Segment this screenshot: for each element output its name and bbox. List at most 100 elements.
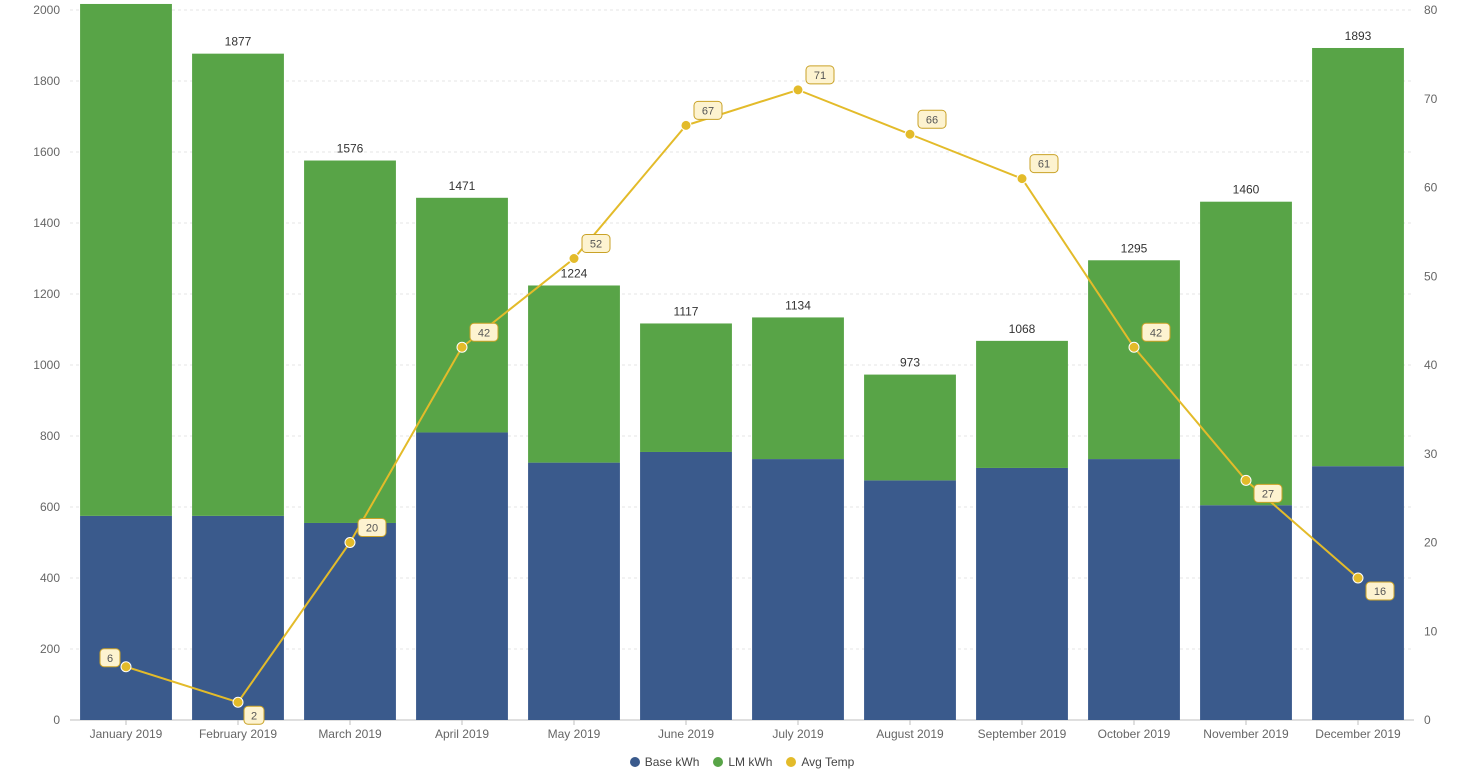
y-left-tick: 200 — [40, 642, 60, 656]
avg-temp-marker[interactable] — [345, 538, 355, 548]
y-right-tick: 10 — [1424, 624, 1438, 638]
y-left-tick: 800 — [40, 429, 60, 443]
bar-base-kwh[interactable] — [192, 516, 284, 720]
avg-temp-marker[interactable] — [905, 129, 915, 139]
chart-legend: Base kWh LM kWh Avg Temp — [0, 755, 1484, 769]
y-left-tick: 400 — [40, 571, 60, 585]
bar-total-label: 1471 — [449, 179, 476, 193]
avg-temp-label: 71 — [814, 70, 826, 82]
energy-chart: 0 200 400 600 800 1000 1200 1400 1600 1800 2000 0 10… — [0, 0, 1484, 775]
bar-total-label: 1877 — [225, 35, 252, 49]
y-left-tick: 1400 — [33, 216, 60, 230]
avg-temp-marker[interactable] — [681, 120, 691, 130]
legend-item-base[interactable]: Base kWh — [630, 755, 700, 769]
y-right-tick: 60 — [1424, 181, 1438, 195]
bar-total-label: 1134 — [785, 298, 811, 312]
y-left-tick: 1200 — [33, 287, 60, 301]
bar-lm-kwh[interactable] — [1200, 202, 1292, 506]
bar-lm-kwh[interactable] — [752, 317, 844, 459]
avg-temp-label: 27 — [1262, 488, 1274, 500]
x-tick-label: March 2019 — [318, 727, 382, 741]
bar-base-kwh[interactable] — [1200, 505, 1292, 720]
y-left-tick: 1000 — [33, 358, 60, 372]
y-right-tick: 40 — [1424, 358, 1438, 372]
bar-base-kwh[interactable] — [528, 463, 620, 720]
y-right-tick: 50 — [1424, 269, 1438, 283]
avg-temp-marker[interactable] — [1241, 475, 1251, 485]
bar-lm-kwh[interactable] — [640, 323, 732, 452]
bar-base-kwh[interactable] — [304, 523, 396, 720]
y-right-tick: 80 — [1424, 3, 1438, 17]
avg-temp-marker[interactable] — [121, 662, 131, 672]
avg-temp-label: 16 — [1374, 586, 1386, 598]
bar-base-kwh[interactable] — [640, 452, 732, 720]
x-tick-label: September 2019 — [978, 727, 1067, 741]
legend-swatch-base — [630, 757, 640, 767]
avg-temp-marker[interactable] — [1017, 174, 1027, 184]
avg-temp-label: 61 — [1038, 159, 1050, 171]
x-tick-label: October 2019 — [1098, 727, 1171, 741]
y-left-tick: 2000 — [33, 3, 60, 17]
bar-lm-kwh[interactable] — [864, 375, 956, 481]
y-left-tick: 1600 — [33, 145, 60, 159]
avg-temp-marker[interactable] — [233, 697, 243, 707]
bar-lm-kwh[interactable] — [1088, 260, 1180, 459]
bar-total-label: 1224 — [561, 266, 588, 280]
bar-base-kwh[interactable] — [1088, 459, 1180, 720]
x-tick-label: April 2019 — [435, 727, 489, 741]
avg-temp-marker[interactable] — [569, 254, 579, 264]
x-tick-label: February 2019 — [199, 727, 277, 741]
legend-item-lm[interactable]: LM kWh — [713, 755, 772, 769]
bar-base-kwh[interactable] — [864, 480, 956, 720]
legend-swatch-temp — [786, 757, 796, 767]
bar-base-kwh[interactable] — [80, 516, 172, 720]
bar-total-label: 1068 — [1009, 322, 1036, 336]
x-tick-label: January 2019 — [90, 727, 163, 741]
y-right-tick: 70 — [1424, 92, 1438, 106]
avg-temp-marker[interactable] — [457, 342, 467, 352]
bar-total-label: 1295 — [1121, 241, 1148, 255]
bar-lm-kwh[interactable] — [528, 285, 620, 462]
avg-temp-label: 6 — [107, 653, 113, 665]
avg-temp-label: 42 — [1150, 327, 1162, 339]
legend-label-lm: LM kWh — [728, 755, 772, 769]
legend-label-temp: Avg Temp — [801, 755, 854, 769]
bar-lm-kwh[interactable] — [976, 341, 1068, 468]
legend-swatch-lm — [713, 757, 723, 767]
bar-total-label: 973 — [900, 356, 920, 370]
y-left-tick: 600 — [40, 500, 60, 514]
y-right-tick: 30 — [1424, 447, 1438, 461]
avg-temp-label: 66 — [926, 114, 938, 126]
bar-lm-kwh[interactable] — [192, 54, 284, 516]
avg-temp-label: 52 — [590, 239, 602, 251]
avg-temp-label: 20 — [366, 523, 378, 535]
x-tick-label: August 2019 — [876, 727, 944, 741]
bar-lm-kwh[interactable] — [416, 198, 508, 433]
bar-total-label: 1460 — [1233, 183, 1260, 197]
avg-temp-marker[interactable] — [1353, 573, 1363, 583]
avg-temp-label: 2 — [251, 710, 257, 722]
bar-total-label: 1117 — [674, 304, 699, 318]
avg-temp-marker[interactable] — [1129, 342, 1139, 352]
bar-base-kwh[interactable] — [416, 432, 508, 720]
bar-lm-kwh[interactable] — [304, 161, 396, 523]
bar-total-label: 1576 — [337, 142, 364, 156]
x-tick-label: July 2019 — [772, 727, 824, 741]
y-left-tick: 1800 — [33, 74, 60, 88]
legend-item-temp[interactable]: Avg Temp — [786, 755, 854, 769]
bar-base-kwh[interactable] — [752, 459, 844, 720]
y-right-tick: 20 — [1424, 536, 1438, 550]
bar-total-label: 1893 — [1345, 29, 1372, 43]
x-tick-label: December 2019 — [1315, 727, 1401, 741]
y-left-tick: 0 — [53, 713, 60, 727]
chart-svg: 0 200 400 600 800 1000 1200 1400 1600 1800 2000 0 10… — [0, 0, 1484, 775]
avg-temp-label: 42 — [478, 327, 490, 339]
legend-label-base: Base kWh — [645, 755, 700, 769]
avg-temp-marker[interactable] — [793, 85, 803, 95]
avg-temp-label: 67 — [702, 105, 714, 117]
bar-lm-kwh[interactable] — [1312, 48, 1404, 466]
y-right-tick: 0 — [1424, 713, 1431, 727]
x-tick-label: May 2019 — [548, 727, 601, 741]
bar-lm-kwh[interactable] — [80, 4, 172, 516]
bar-base-kwh[interactable] — [976, 468, 1068, 720]
